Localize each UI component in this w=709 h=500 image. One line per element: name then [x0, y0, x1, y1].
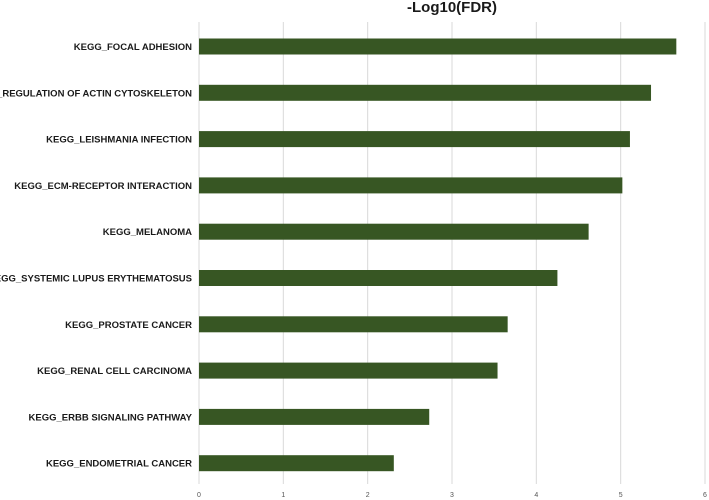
- x-tick-label: 3: [450, 492, 454, 499]
- bar: [199, 408, 430, 425]
- bar: [199, 270, 558, 286]
- x-tick-label: 2: [366, 492, 370, 499]
- category-label: KEGG_PROSTATE CANCER: [65, 320, 192, 331]
- bar: [199, 38, 677, 55]
- x-tick-label: 0: [197, 492, 201, 499]
- bar: [199, 455, 394, 472]
- category-label: KEGG_SYSTEMIC LUPUS ERYTHEMATOSUS: [0, 274, 192, 285]
- category-label: KEGG_REGULATION OF ACTIN CYTOSKELETON: [0, 88, 192, 99]
- x-tick-label: 6: [703, 492, 707, 499]
- bar: [199, 316, 508, 333]
- bar: [199, 84, 652, 101]
- category-label: KEGG_ERBB SIGNALING PATHWAY: [29, 412, 193, 423]
- category-label: KEGG_LEISHMANIA INFECTION: [46, 135, 192, 146]
- bar: [199, 131, 630, 148]
- category-label: KEGG_ECM-RECEPTOR INTERACTION: [14, 181, 192, 192]
- x-tick-labels: 0 1 2 3 4 5 6: [197, 492, 707, 499]
- bars: [199, 38, 677, 472]
- category-label: KEGG_MELANOMA: [103, 227, 192, 238]
- bar: [199, 177, 623, 194]
- chart-title: -Log10(FDR): [407, 0, 497, 16]
- x-tick-label: 5: [619, 492, 623, 499]
- category-labels: KEGG_FOCAL ADHESION KEGG_REGULATION OF AC…: [0, 42, 193, 470]
- bar: [199, 362, 498, 379]
- x-tick-label: 4: [534, 492, 538, 499]
- category-label: KEGG_RENAL CELL CARCINOMA: [37, 366, 192, 377]
- x-tick-label: 1: [281, 492, 285, 499]
- bar: [199, 223, 589, 240]
- category-label: KEGG_ENDOMETRIAL CANCER: [46, 459, 192, 470]
- category-label: KEGG_FOCAL ADHESION: [74, 42, 192, 53]
